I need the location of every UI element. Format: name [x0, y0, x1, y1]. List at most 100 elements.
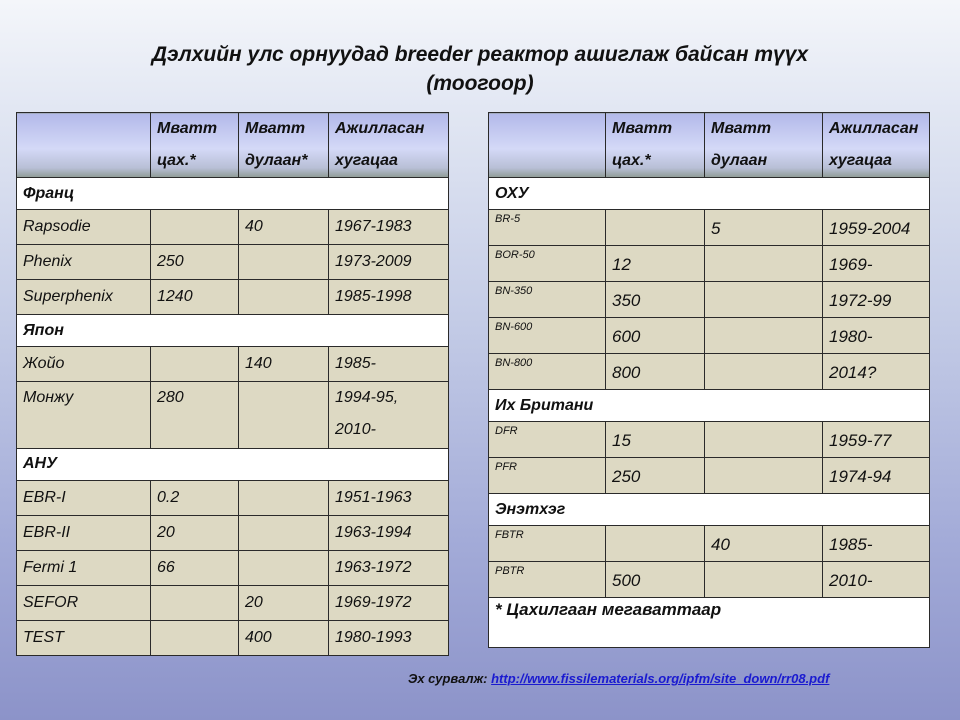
source-link[interactable]: http://www.fissilematerials.org/ipfm/sit…: [491, 671, 830, 686]
column-header: Ажилласан хугацаа: [822, 112, 930, 178]
thermal-mw: 5: [704, 209, 823, 246]
electric-mw: 12: [605, 245, 705, 282]
country-row: Их Британи: [488, 389, 930, 422]
source-label: Эх сурвалж:: [408, 671, 492, 686]
reactor-name: BN-350: [488, 281, 606, 318]
electric-mw: 66: [150, 549, 239, 586]
column-header-line: Мватт: [157, 120, 218, 137]
reactor-row: BOR-50 12 1969-: [488, 245, 930, 282]
column-header: [16, 112, 151, 178]
thermal-mw: [704, 421, 823, 458]
electric-mw: 1240: [150, 279, 239, 315]
operation-period: 2010-: [822, 561, 930, 598]
country-row: Япон: [16, 314, 449, 347]
column-header-line: цах.*: [157, 152, 196, 169]
reactor-name: Superphenix: [16, 279, 151, 315]
reactor-row: FBTR 40 1985-: [488, 525, 930, 562]
operation-period: 1985-: [328, 346, 449, 382]
reactor-name: PBTR: [488, 561, 606, 598]
reactor-name: Жойо: [16, 346, 151, 382]
column-header-line: Ажилласан: [335, 120, 425, 137]
country-name: Энэтхэг: [488, 493, 930, 526]
footnote-row: * Цахилгаан мегаваттаар: [488, 597, 930, 648]
electric-mw: 500: [605, 561, 705, 598]
thermal-mw: [238, 244, 329, 280]
column-header-line: цах.*: [612, 152, 651, 169]
slide-title: Дэлхийн улс орнуудад breeder реактор аши…: [0, 40, 960, 98]
thermal-mw: 40: [704, 525, 823, 562]
column-header-line: хугацаа: [335, 152, 398, 169]
thermal-mw: [704, 317, 823, 354]
right-reactor-table: Мватт цах.* Мватт дулаан Ажилласан хугацаа ОХ…: [488, 112, 930, 648]
country-row: Франц: [16, 177, 449, 210]
country-name: АНУ: [16, 447, 449, 481]
country-row: Энэтхэг: [488, 493, 930, 526]
electric-mw: 600: [605, 317, 705, 354]
operation-period: 1951-1963: [328, 479, 449, 516]
reactor-name: FBTR: [488, 525, 606, 562]
thermal-mw: [704, 353, 823, 390]
electric-mw: 20: [150, 514, 239, 551]
column-header-line: Мватт: [612, 120, 673, 137]
reactor-row: Жойо 140 1985-: [16, 346, 449, 382]
column-header-line: Ажилласан: [829, 120, 919, 137]
left-reactor-table: Мватт цах.* Мватт дулаан* Ажилласан хугацаа Фр…: [16, 112, 449, 656]
electric-mw: 0.2: [150, 479, 239, 516]
column-header: [488, 112, 606, 178]
country-name: Франц: [16, 177, 449, 210]
thermal-mw: [704, 561, 823, 598]
thermal-mw: 140: [238, 346, 329, 382]
column-header: Ажилласан хугацаа: [328, 112, 449, 178]
reactor-name: Монжу: [16, 381, 151, 449]
thermal-mw: 40: [238, 209, 329, 245]
reactor-row: Phenix 250 1973-2009: [16, 244, 449, 280]
operation-period: 1980-: [822, 317, 930, 354]
operation-period: 1963-1972: [328, 549, 449, 586]
reactor-row: BN-800 800 2014?: [488, 353, 930, 390]
thermal-mw: [704, 457, 823, 494]
reactor-row: BN-600 600 1980-: [488, 317, 930, 354]
reactor-row: EBR-II 20 1963-1994: [16, 514, 449, 551]
reactor-row: PFR 250 1974-94: [488, 457, 930, 494]
operation-period: 1969-1972: [328, 584, 449, 621]
reactor-row: BR-5 5 1959-2004: [488, 209, 930, 246]
reactor-name: PFR: [488, 457, 606, 494]
reactor-name: BR-5: [488, 209, 606, 246]
electric-mw: [605, 209, 705, 246]
electric-mw: 15: [605, 421, 705, 458]
electric-mw: 350: [605, 281, 705, 318]
thermal-mw: [704, 281, 823, 318]
reactor-name: DFR: [488, 421, 606, 458]
reactor-name: BN-800: [488, 353, 606, 390]
operation-period: 1980-1993: [328, 619, 449, 656]
country-name: Их Британи: [488, 389, 930, 422]
country-row: ОХУ: [488, 177, 930, 210]
operation-period: 1959-2004: [822, 209, 930, 246]
reactor-name: BOR-50: [488, 245, 606, 282]
column-header-line: дулаан: [711, 152, 768, 169]
column-header-line: Мватт: [711, 120, 772, 137]
title-line-2: (тоогоор): [426, 72, 534, 95]
column-header-line: хугацаа: [829, 152, 892, 169]
source-note: Эх сурвалж: http://www.fissilematerials.…: [408, 671, 829, 686]
electric-mw: [150, 346, 239, 382]
reactor-name: BN-600: [488, 317, 606, 354]
reactor-name: EBR-I: [16, 479, 151, 516]
reactor-row: Fermi 1 66 1963-1972: [16, 549, 449, 586]
electric-mw: 250: [605, 457, 705, 494]
operation-period: 1985-1998: [328, 279, 449, 315]
thermal-mw: [238, 479, 329, 516]
operation-period: 1969-: [822, 245, 930, 282]
electric-mw: 250: [150, 244, 239, 280]
reactor-row: DFR 15 1959-77: [488, 421, 930, 458]
thermal-mw: [704, 245, 823, 282]
reactor-row: Монжу 280 1994-95, 2010-: [16, 381, 449, 449]
electric-mw: [150, 584, 239, 621]
operation-period: 1994-95, 2010-: [328, 381, 449, 449]
thermal-mw: 400: [238, 619, 329, 656]
operation-period: 1959-77: [822, 421, 930, 458]
reactor-name: Phenix: [16, 244, 151, 280]
country-name: Япон: [16, 314, 449, 347]
reactor-row: PBTR 500 2010-: [488, 561, 930, 598]
electric-mw: 800: [605, 353, 705, 390]
